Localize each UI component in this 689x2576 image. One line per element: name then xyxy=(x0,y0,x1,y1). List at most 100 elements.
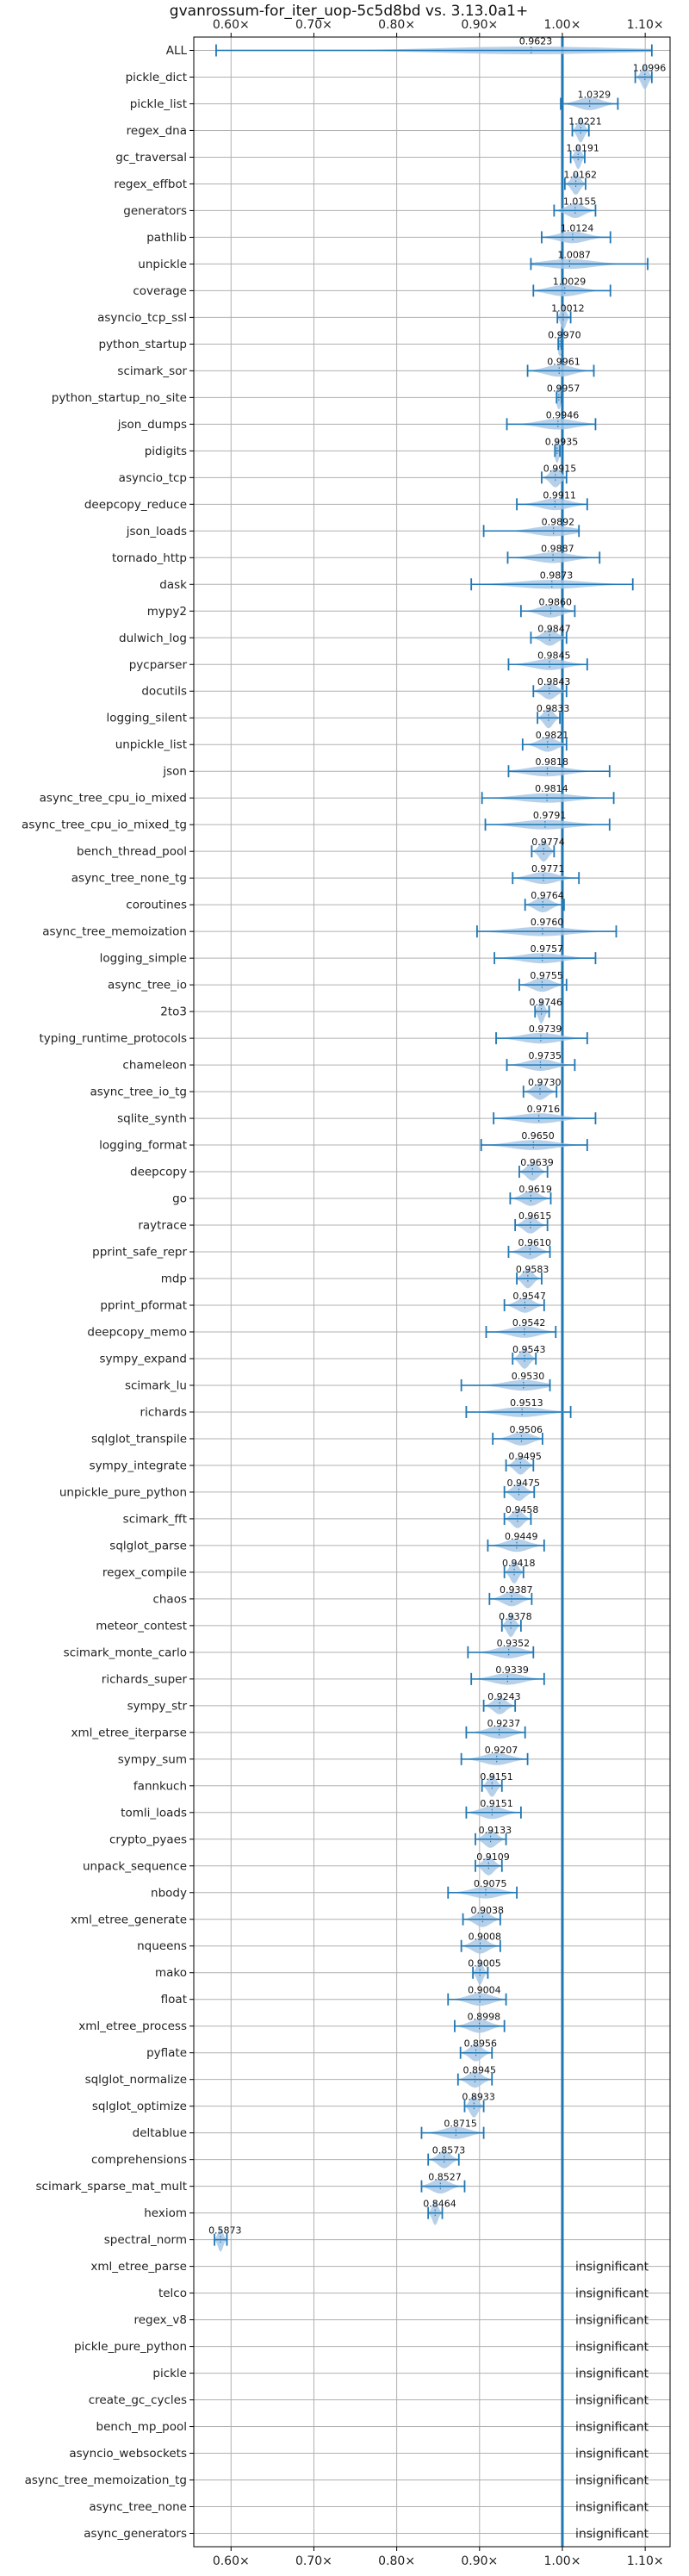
benchmark-label: xml_etree_parse xyxy=(90,2260,187,2274)
value-label: 0.8527 xyxy=(428,2172,462,2183)
benchmark-label: fannkuch xyxy=(133,1779,187,1793)
value-label: 0.9387 xyxy=(500,1584,533,1596)
value-label: 0.9151 xyxy=(480,1798,513,1809)
benchmark-label: sqlglot_normalize xyxy=(85,2073,187,2087)
benchmark-label: pathlib xyxy=(146,231,187,245)
value-label: 0.9639 xyxy=(520,1157,554,1168)
benchmark-label: spectral_norm xyxy=(104,2233,187,2247)
benchmark-label: python_startup xyxy=(98,338,187,352)
insignificant-label: insignificant xyxy=(575,2314,649,2328)
value-label: 0.9038 xyxy=(470,1905,504,1916)
value-label: 1.0124 xyxy=(561,222,594,233)
value-label: 0.9543 xyxy=(512,1344,546,1355)
benchmark-label: nbody xyxy=(151,1886,187,1900)
value-label: 0.9237 xyxy=(487,1718,521,1729)
x-tick-label-bottom: 0.60× xyxy=(213,2554,250,2568)
insignificant-label: insignificant xyxy=(575,2474,649,2488)
benchmark-label: async_tree_none_tg xyxy=(71,872,187,886)
benchmark-label: meteor_contest xyxy=(96,1619,187,1633)
insignificant-label: insignificant xyxy=(575,2261,649,2274)
benchmark-label: unpickle xyxy=(138,258,187,271)
value-label: 0.8715 xyxy=(444,2119,477,2130)
benchmark-label: async_tree_io_tg xyxy=(90,1086,187,1099)
benchmark-label: docutils xyxy=(141,685,187,699)
value-label: 0.8573 xyxy=(432,2145,466,2156)
x-tick-label-top: 0.70× xyxy=(295,18,332,32)
value-label: 1.0996 xyxy=(633,62,667,73)
benchmark-label: logging_simple xyxy=(100,952,187,966)
benchmark-label: unpack_sequence xyxy=(83,1859,187,1873)
x-tick-label-bottom: 0.70× xyxy=(295,2554,332,2568)
benchmark-label: pickle_pure_python xyxy=(74,2340,187,2354)
value-label: 0.9506 xyxy=(509,1424,543,1435)
value-label: 0.9946 xyxy=(546,409,580,420)
value-label: 0.9860 xyxy=(539,596,573,607)
value-label: 1.0029 xyxy=(553,276,587,287)
value-label: 0.9755 xyxy=(530,970,563,981)
benchmark-label: logging_format xyxy=(99,1139,187,1153)
benchmark-label: async_tree_cpu_io_mixed xyxy=(40,792,187,806)
benchmark-label: asyncio_tcp xyxy=(119,471,187,485)
value-label: 0.9008 xyxy=(469,1932,502,1943)
value-label: 0.9791 xyxy=(533,810,567,821)
insignificant-label: insignificant xyxy=(575,2394,649,2408)
value-label: 1.0221 xyxy=(568,115,602,127)
benchmark-label: scimark_sparse_mat_mult xyxy=(36,2180,187,2193)
benchmark-label: async_tree_memoization xyxy=(42,925,187,939)
benchmark-label: xml_etree_process xyxy=(78,2019,187,2033)
insignificant-label: insignificant xyxy=(575,2448,649,2461)
value-label: 0.9133 xyxy=(479,1825,512,1836)
x-tick-label-top: 0.60× xyxy=(213,18,250,32)
value-label: 0.9814 xyxy=(535,783,568,794)
value-label: 0.9207 xyxy=(485,1745,518,1756)
benchmark-label: sympy_integrate xyxy=(90,1459,187,1472)
benchmark-label: mypy2 xyxy=(147,605,187,619)
benchmark-label: deepcopy_reduce xyxy=(84,498,187,512)
value-label: 0.9619 xyxy=(518,1184,552,1195)
benchmark-label: pyflate xyxy=(146,2046,187,2060)
value-label: 0.9650 xyxy=(521,1130,555,1142)
benchmark-label: xml_etree_iterparse xyxy=(71,1726,188,1739)
value-label: 0.9418 xyxy=(502,1558,536,1569)
benchmark-label: async_tree_none xyxy=(89,2500,187,2514)
benchmark-label: comprehensions xyxy=(91,2153,187,2167)
grid xyxy=(194,37,670,2547)
value-label: 0.9873 xyxy=(540,569,574,581)
benchmark-label: tornado_http xyxy=(112,551,187,565)
value-label: 0.8998 xyxy=(468,2012,501,2023)
benchmark-label: telco xyxy=(158,2287,187,2300)
value-label: 0.9847 xyxy=(537,623,571,634)
benchmark-label: scimark_monte_carlo xyxy=(64,1646,187,1659)
value-label: 1.0162 xyxy=(564,169,598,180)
value-label: 0.9935 xyxy=(545,436,579,447)
benchmark-label: tomli_loads xyxy=(121,1806,187,1820)
value-label: 0.9623 xyxy=(519,35,553,47)
benchmark-label: sqlglot_transpile xyxy=(91,1432,187,1446)
benchmark-label: async_tree_memoization_tg xyxy=(25,2473,187,2487)
value-label: 0.9915 xyxy=(543,463,577,474)
value-label: 0.9495 xyxy=(508,1451,542,1462)
benchmark-label: async_tree_io xyxy=(108,979,187,992)
benchmark-label: json_dumps xyxy=(117,418,187,432)
value-label: 0.9764 xyxy=(531,890,564,901)
value-label: 0.8956 xyxy=(464,2038,498,2050)
x-tick-label-top: 1.00× xyxy=(544,18,581,32)
insignificant-label: insignificant xyxy=(575,2501,649,2515)
value-label: 0.9970 xyxy=(548,329,581,340)
benchmark-label: float xyxy=(161,1993,187,2007)
benchmark-label: logging_silent xyxy=(107,712,187,725)
x-tick-label-bottom: 0.90× xyxy=(461,2554,498,2568)
value-label: 0.9243 xyxy=(487,1691,521,1702)
value-label: 0.9735 xyxy=(528,1050,562,1061)
value-label: 0.9716 xyxy=(527,1104,561,1115)
benchmark-label: sqlglot_optimize xyxy=(92,2100,187,2113)
value-label: 0.5873 xyxy=(208,2225,242,2237)
chart-title: gvanrossum-for_iter_uop-5c5d8bd vs. 3.13… xyxy=(170,3,528,20)
value-label: 0.9610 xyxy=(518,1237,551,1248)
insignificant-label: insignificant xyxy=(575,2287,649,2301)
value-label: 1.0329 xyxy=(578,89,611,100)
benchmark-label: chaos xyxy=(152,1592,187,1606)
plot-frame xyxy=(193,36,671,2548)
value-label: 0.9151 xyxy=(480,1771,513,1783)
